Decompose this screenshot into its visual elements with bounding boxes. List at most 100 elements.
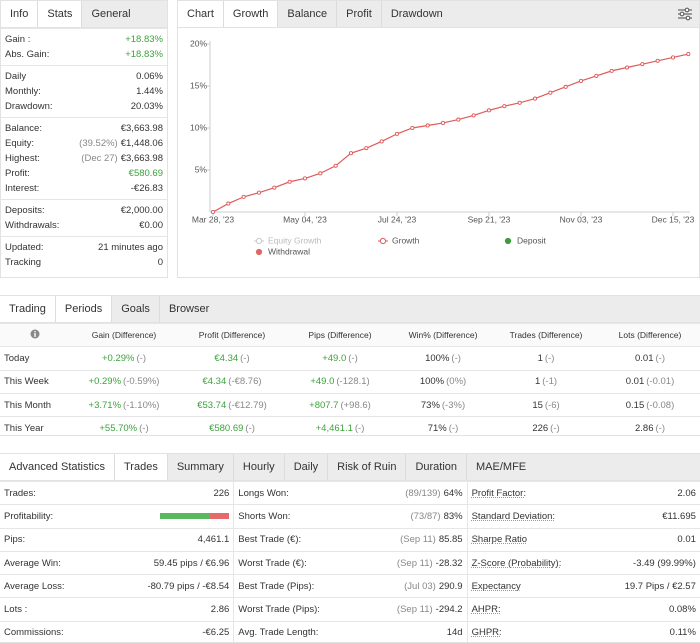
stat-label: GHPR:	[471, 627, 502, 639]
stat-value-wrap: 2.06	[677, 488, 696, 499]
stat-value-wrap: 19.7 Pips / €2.57	[625, 581, 696, 592]
stat-row: GHPR: 0.11%	[467, 620, 700, 642]
period-cell: €580.69 (-)	[178, 416, 286, 435]
growth-point	[609, 68, 614, 73]
tab[interactable]: Balance	[277, 1, 336, 27]
column-header: Gain (Difference)	[70, 322, 178, 347]
legend-label[interactable]: Growth	[392, 235, 420, 245]
stat-value: €2,000.00	[120, 205, 163, 216]
stat-value: +18.83%	[125, 49, 163, 60]
stats-column: Trades: 226 Profitability: Pips: 4,461.1 Aver…	[0, 481, 234, 642]
tab[interactable]: Drawdown	[380, 1, 452, 27]
growth-point	[486, 108, 492, 113]
stat-label: AHPR:	[471, 604, 501, 616]
stat-label: Average Loss:	[4, 580, 65, 592]
stat-label: Profit:	[5, 168, 30, 179]
chart: 5% 10% 15% 20% Mar 28, '23 May 04, '23 Jul 24,…	[190, 38, 695, 256]
info-icon[interactable]	[30, 329, 40, 339]
stat-row: Profit Factor: 2.06	[467, 481, 700, 504]
stat-value: €1,448.06	[120, 138, 163, 149]
tab[interactable]: Browser	[158, 296, 218, 322]
cell-value: +49.0	[322, 352, 347, 364]
tab[interactable]: Goals	[111, 296, 159, 322]
period-cell: 0.01 (-)	[600, 346, 700, 371]
stat-value-wrap: -€26.83	[131, 183, 163, 194]
stat-value: +18.83%	[125, 34, 163, 45]
stat-value-wrap: 0	[158, 257, 163, 268]
cell-diff: (-128.1)	[336, 376, 370, 388]
stat-value-wrap: 0.06%	[136, 71, 163, 82]
tab[interactable]: Summary	[166, 454, 233, 480]
growth-point	[594, 73, 599, 78]
tab[interactable]: Profit	[336, 1, 381, 27]
stat-value: 21 minutes ago	[98, 242, 163, 253]
period-row: Today +0.29% (-) €4.34 (-) +49.0 (-) 100% (-) 1 (-…	[0, 346, 700, 371]
legend-symbol	[504, 237, 512, 245]
stat-row: Deposits: €2,000.00	[5, 203, 163, 218]
tab[interactable]: Risk of Ruin	[327, 454, 405, 480]
growth-point	[502, 104, 507, 109]
stat-value: -80.79 pips / -€8.54	[147, 580, 230, 592]
growth-point	[655, 58, 660, 63]
stat-value: 0	[157, 257, 163, 268]
growth-point	[640, 62, 645, 67]
period-cell: 0.15 (-0.08)	[600, 392, 700, 417]
stat-group: Deposits: €2,000.00 Withdrawals: €0.00	[1, 199, 167, 236]
cell-diff: (-€12.79)	[228, 399, 267, 411]
stat-value-wrap: 1.44%	[136, 86, 163, 97]
stat-row: Best Trade (€): (Sep 11) 85.85	[234, 527, 467, 551]
tab[interactable]: Trades	[114, 454, 167, 480]
tab[interactable]: MAE/MFE	[466, 454, 535, 480]
stat-value-wrap: €0.00	[139, 220, 163, 231]
filter-icon[interactable]	[677, 6, 693, 22]
stat-value: 59.45 pips / €6.96	[153, 557, 230, 569]
stat-label: Lots :	[4, 604, 28, 616]
cell-value: 1	[534, 376, 541, 388]
tab[interactable]: Duration	[405, 454, 466, 480]
x-tick-label: Nov 03, '23	[560, 214, 603, 224]
cell-value: 0.01	[625, 376, 645, 388]
stats-columns: Trades: 226 Profitability: Pips: 4,461.1 Aver…	[0, 481, 700, 642]
cell-value: €4.34	[214, 352, 239, 364]
cell-value: 71%	[427, 423, 447, 435]
tab[interactable]: Periods	[54, 296, 112, 322]
cell-diff: (-)	[550, 423, 560, 435]
stat-row: Abs. Gain: +18.83%	[5, 47, 163, 62]
stat-label: Profit Factor:	[471, 487, 526, 499]
stat-value: 226	[213, 487, 230, 499]
info-cell	[0, 322, 70, 347]
tab[interactable]: Stats	[37, 1, 82, 27]
stat-row: Profit: €580.69	[5, 166, 163, 181]
stat-row: Worst Trade (Pips): (Sep 11) -294.2	[234, 597, 467, 620]
tab[interactable]: Hourly	[232, 454, 284, 480]
growth-point	[256, 190, 262, 195]
legend-label[interactable]: Deposit	[517, 235, 546, 245]
stat-label: Z-Score (Probability):	[471, 557, 562, 569]
tab[interactable]: General	[81, 1, 139, 27]
stat-value: 290.9	[438, 580, 463, 592]
tab[interactable]: Daily	[283, 454, 327, 480]
growth-point	[548, 90, 553, 95]
stat-label: Withdrawals:	[5, 220, 60, 231]
period-row: This Week +0.29% (-0.59%) €4.34 (-€8.76) +49.…	[0, 369, 700, 394]
cell-value: +3.71%	[88, 399, 122, 411]
growth-point	[348, 151, 354, 156]
stat-value-wrap: -3.49 (99.99%)	[633, 558, 696, 569]
tab[interactable]: Growth	[222, 1, 278, 27]
legend-label[interactable]: Withdrawal	[268, 246, 310, 256]
stat-row: Worst Trade (€): (Sep 11) -28.32	[234, 550, 467, 574]
x-tick-label: May 04, '23	[283, 214, 327, 224]
cell-diff: (-)	[136, 352, 147, 364]
cell-diff: (+98.6)	[340, 399, 371, 411]
header-row: Gain (Difference) Profit (Difference) Pips…	[0, 322, 700, 347]
legend-label[interactable]: Equity Growth	[268, 235, 322, 245]
x-tick-label: Mar 28, '23	[192, 214, 235, 224]
stat-row: Balance: €3,663.98	[5, 121, 163, 136]
growth-point	[563, 84, 568, 89]
stat-row: Equity: (39.52%) €1,448.06	[5, 136, 163, 151]
chart-panel: Chart Growth Balance Profit Drawdown 5% 10% 15%…	[177, 0, 700, 278]
stat-label: Standard Deviation:	[471, 510, 556, 522]
period-cell: +3.71% (-1.10%)	[70, 392, 178, 417]
stat-row: Commissions: -€6.25	[0, 620, 234, 642]
cell-diff: (0%)	[446, 376, 467, 388]
